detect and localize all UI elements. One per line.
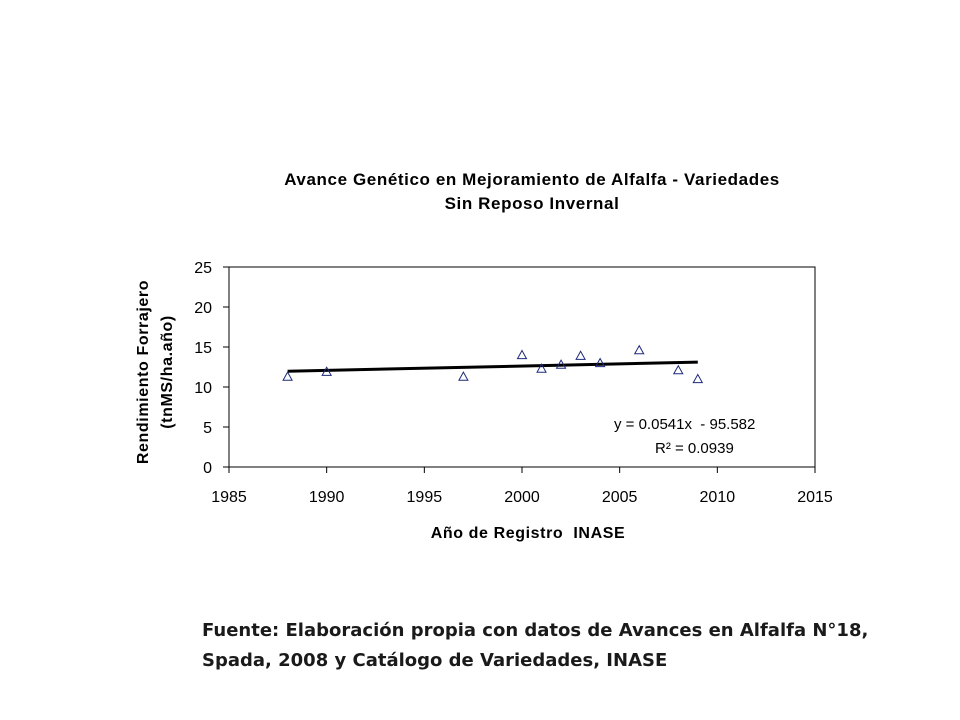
data-point [633, 344, 645, 355]
data-point [282, 371, 293, 381]
data-points [282, 344, 704, 384]
source-line2: Spada, 2008 y Catálogo de Variedades, IN… [202, 650, 668, 671]
source-line1: Fuente: Elaboración propia con datos de … [202, 620, 869, 641]
chart-title: Avance Genético en Mejoramiento de Alfal… [232, 168, 832, 216]
y-axis-label: Rendimiento Forrajero [135, 280, 152, 464]
x-tick-label: 2010 [700, 489, 736, 506]
data-point [594, 357, 606, 368]
r-squared-label: R² = 0.0939 [655, 440, 734, 457]
y-tick-label: 20 [194, 300, 212, 317]
trendline-equation: y = 0.0541x - 95.582 [614, 416, 755, 433]
data-point [516, 349, 528, 360]
data-point [536, 363, 547, 373]
data-point [321, 366, 333, 376]
data-point [458, 371, 469, 381]
x-tick-label: 2015 [797, 489, 833, 506]
x-tick-label: 2000 [504, 489, 540, 506]
trendline-path [287, 360, 698, 373]
data-point [575, 350, 586, 360]
x-tick-label: 1995 [407, 489, 443, 506]
data-point [672, 364, 684, 375]
chart-title-line1: Avance Genético en Mejoramiento de Alfal… [284, 170, 780, 189]
chart-title-line2: Sin Reposo Invernal [444, 194, 620, 213]
data-point [555, 359, 567, 369]
x-tick-label: 1990 [309, 489, 345, 506]
y-tick-label: 15 [194, 340, 212, 357]
y-tick-label: 0 [203, 460, 212, 477]
chart-axes: 0 5 10 15 20 25 1985 1990 1995 2000 2005 2010 2015 [194, 260, 833, 506]
data-point [692, 373, 704, 384]
x-tick-label: 2005 [602, 489, 638, 506]
y-tick-label: 5 [203, 420, 212, 437]
x-tick-label: 1985 [211, 489, 247, 506]
y-tick-label: 10 [194, 380, 212, 397]
trendline [287, 360, 698, 373]
x-axis-label: Año de Registro INASE [431, 525, 626, 542]
y-tick-label: 25 [194, 260, 212, 277]
source-note: Fuente: Elaboración propia con datos de … [202, 616, 922, 676]
y-axis-unit-label: (tnMS/ha.año) [159, 315, 176, 429]
